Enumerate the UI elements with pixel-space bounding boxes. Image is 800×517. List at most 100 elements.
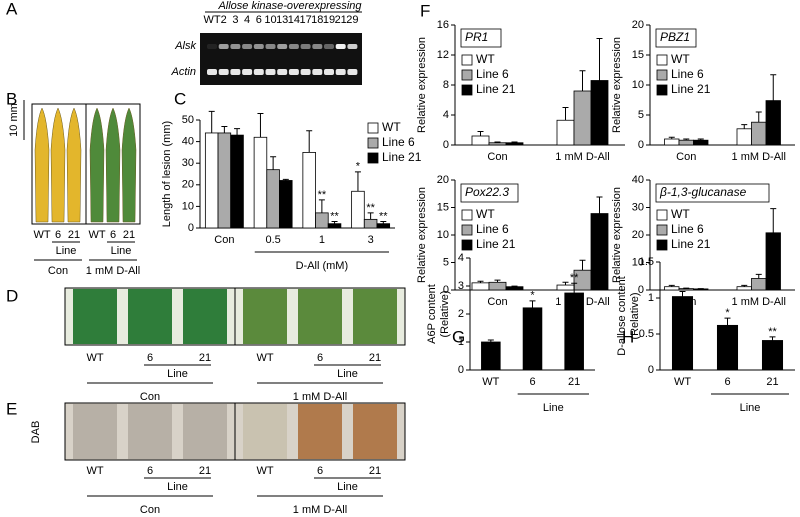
band — [277, 44, 288, 49]
y-tick-label: 0 — [443, 139, 449, 151]
lane-label: 6 — [317, 352, 323, 364]
error-bar — [770, 208, 777, 233]
significance-label: * — [356, 161, 361, 173]
significance-label: ** — [768, 326, 777, 338]
bar — [481, 341, 501, 371]
error-bar — [562, 107, 569, 121]
significance-label: ** — [366, 202, 375, 214]
error-bar — [741, 124, 748, 129]
band — [265, 69, 276, 75]
lane-label: 6 — [147, 465, 153, 477]
bar — [253, 136, 268, 229]
lane-label: 19 — [323, 14, 335, 26]
error-bar — [367, 212, 374, 220]
treatment-label: Con — [140, 504, 160, 516]
band — [207, 44, 217, 49]
y-tick-label: 30 — [632, 201, 644, 213]
panel-label: G — [452, 327, 465, 346]
band — [335, 44, 346, 49]
band — [265, 44, 276, 49]
leaf — [105, 107, 121, 223]
error-bar — [221, 125, 228, 133]
leaf-strip — [353, 404, 397, 459]
leaf — [89, 107, 105, 223]
lane-label: WT — [88, 229, 105, 241]
y-axis-label: Relative expression — [416, 187, 428, 283]
bar — [664, 286, 680, 291]
y-axis-label: D-allose content — [616, 276, 628, 356]
y-tick-label: 0 — [638, 284, 644, 296]
error-bar — [769, 336, 776, 341]
error-bar — [579, 259, 586, 271]
error-bar — [741, 284, 748, 287]
group-label: Line — [337, 368, 358, 380]
error-bar — [380, 221, 387, 224]
legend-swatch — [461, 209, 473, 221]
lane-label: 29 — [346, 14, 358, 26]
lane-label: 6 — [55, 229, 61, 241]
error-bar — [679, 291, 686, 297]
lane-label: 13 — [276, 14, 288, 26]
legend-swatch — [656, 209, 668, 221]
legend-swatch — [367, 122, 379, 134]
lane-label: WT — [256, 465, 273, 477]
y-axis-label: (Relative) — [439, 290, 451, 337]
lane-label: WT — [33, 229, 50, 241]
legend-label: Line 6 — [382, 135, 415, 149]
leaf — [34, 107, 50, 223]
group-label: Line — [740, 402, 761, 414]
y-tick-label: 0 — [188, 222, 194, 234]
bar — [315, 212, 329, 229]
band — [253, 44, 264, 49]
leaf-strip — [353, 289, 397, 344]
band — [218, 69, 229, 75]
y-tick-label: 0 — [443, 284, 449, 296]
band — [288, 44, 299, 49]
bar — [217, 132, 232, 229]
panel-label: E — [6, 399, 17, 418]
bar — [522, 307, 543, 371]
legend-swatch — [367, 137, 379, 149]
chart-title: β-1,3-glucanase — [659, 185, 747, 199]
error-bar — [579, 70, 586, 91]
band — [277, 69, 288, 75]
title-box — [460, 28, 502, 48]
legend-label: WT — [476, 52, 495, 66]
x-tick-label: 0.5 — [265, 234, 280, 246]
y-tick-label: 20 — [632, 229, 644, 241]
gel-image — [200, 33, 362, 85]
error-bar — [668, 136, 675, 139]
chart-title: Pox22.3 — [465, 185, 509, 199]
lane-label: 21 — [199, 352, 211, 364]
group-label: Line — [56, 245, 77, 257]
error-bar — [511, 141, 518, 143]
lane-label: WT — [256, 352, 273, 364]
y-tick-label: 40 — [182, 136, 194, 148]
bar — [204, 132, 219, 229]
x-tick-label: Con — [676, 151, 696, 163]
bar — [678, 139, 694, 146]
bar — [327, 223, 342, 229]
band — [312, 69, 323, 75]
row-label: Actin — [171, 66, 196, 78]
significance-label: ** — [379, 210, 388, 222]
bar — [765, 232, 781, 291]
significance-label: * — [725, 307, 730, 319]
y-tick-label: 30 — [182, 157, 194, 169]
y-tick-label: 5 — [638, 109, 644, 121]
error-bar — [208, 110, 215, 133]
y-tick-label: 12 — [437, 49, 449, 61]
leaf-strip — [243, 289, 287, 344]
y-axis-label: Relative expression — [611, 37, 623, 133]
bar — [266, 169, 280, 229]
error-bar — [494, 279, 501, 283]
y-tick-label: 40 — [632, 174, 644, 186]
panel-label: C — [174, 89, 186, 108]
bar — [751, 278, 767, 291]
x-tick-label: 1 mM D-All — [555, 151, 609, 163]
leaf-strip — [298, 289, 342, 344]
bar — [716, 324, 739, 371]
legend-label: Line 21 — [671, 82, 711, 96]
error-bar — [306, 130, 313, 153]
bar — [678, 288, 694, 291]
